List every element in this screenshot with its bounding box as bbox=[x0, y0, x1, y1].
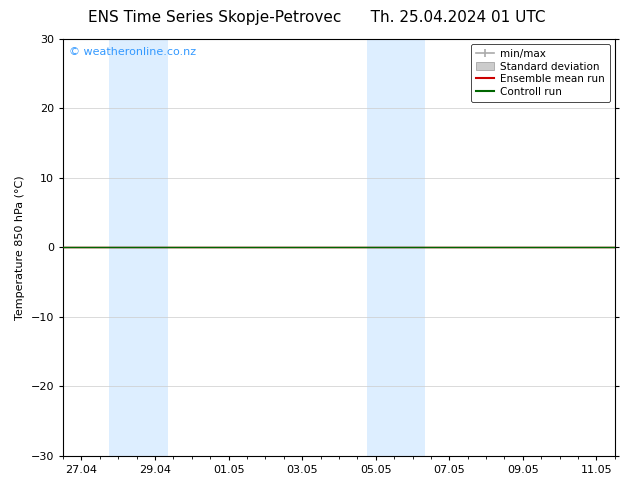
Bar bbox=[396, 39, 425, 456]
Legend: min/max, Standard deviation, Ensemble mean run, Controll run: min/max, Standard deviation, Ensemble me… bbox=[470, 44, 610, 102]
Text: ENS Time Series Skopje-Petrovec      Th. 25.04.2024 01 UTC: ENS Time Series Skopje-Petrovec Th. 25.0… bbox=[88, 10, 546, 25]
Y-axis label: Temperature 850 hPa (°C): Temperature 850 hPa (°C) bbox=[15, 175, 25, 319]
Bar bbox=[366, 39, 396, 456]
Text: © weatheronline.co.nz: © weatheronline.co.nz bbox=[68, 47, 196, 57]
Bar bbox=[109, 39, 138, 456]
Bar bbox=[138, 39, 168, 456]
